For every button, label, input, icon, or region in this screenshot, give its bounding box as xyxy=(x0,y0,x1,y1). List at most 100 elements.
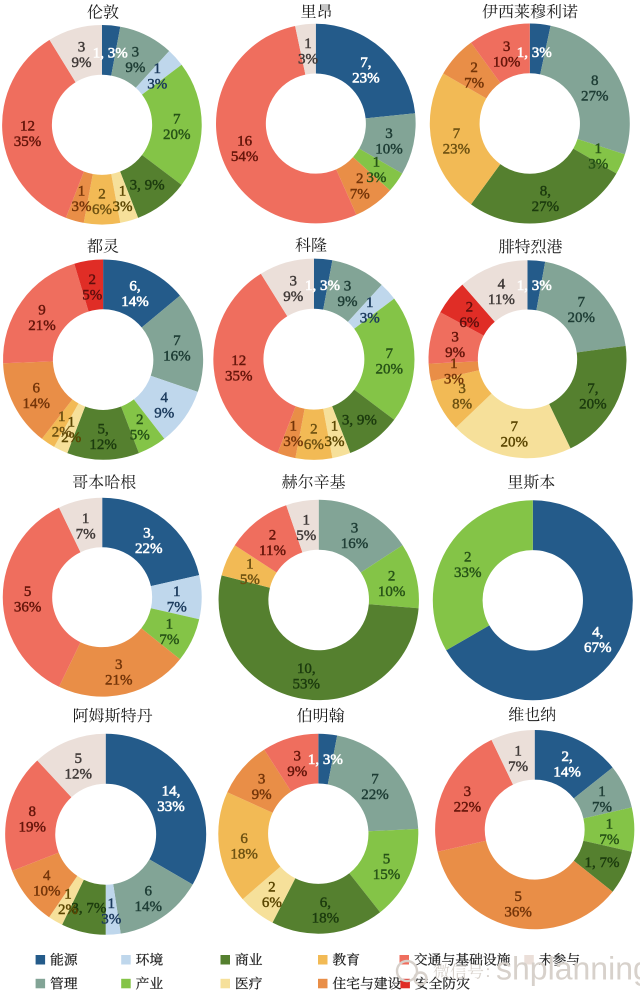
svg-text:3: 3 xyxy=(344,279,352,295)
svg-text:1: 1 xyxy=(67,414,75,430)
svg-text:16: 16 xyxy=(237,134,253,150)
svg-text:1: 1 xyxy=(166,616,174,632)
svg-text:2: 2 xyxy=(269,528,277,544)
svg-text:3: 3 xyxy=(258,771,266,787)
svg-text:3,: 3, xyxy=(143,526,154,542)
svg-text:5%: 5% xyxy=(82,288,102,304)
svg-text:19%: 19% xyxy=(18,820,46,836)
svg-text:18%: 18% xyxy=(312,911,340,927)
svg-text:2: 2 xyxy=(464,550,472,566)
svg-text:1: 1 xyxy=(290,419,298,435)
svg-text:6: 6 xyxy=(144,883,152,899)
svg-text:7%: 7% xyxy=(464,76,484,92)
svg-text:5,: 5, xyxy=(97,422,108,438)
svg-text:3: 3 xyxy=(458,381,466,397)
svg-text:3, 7%: 3, 7% xyxy=(71,901,106,917)
svg-text:1: 1 xyxy=(108,896,116,912)
svg-text:1: 1 xyxy=(304,36,312,52)
svg-text:12%: 12% xyxy=(64,766,92,782)
svg-text:9%: 9% xyxy=(338,294,358,310)
svg-text:1: 1 xyxy=(598,784,606,800)
svg-text:6%: 6% xyxy=(459,315,479,331)
svg-text:9%: 9% xyxy=(252,787,272,803)
svg-text:33%: 33% xyxy=(157,799,185,815)
svg-text:2,: 2, xyxy=(561,749,572,765)
svg-text:5: 5 xyxy=(383,852,391,868)
svg-text:12: 12 xyxy=(231,353,246,369)
svg-text:3%: 3% xyxy=(72,199,92,215)
svg-text:2: 2 xyxy=(98,186,106,202)
svg-text:9%: 9% xyxy=(445,345,465,361)
svg-text:9%: 9% xyxy=(154,406,174,422)
svg-text:6,: 6, xyxy=(320,895,331,911)
svg-text:1: 1 xyxy=(119,184,127,200)
svg-text:14%: 14% xyxy=(23,396,51,412)
svg-text:12%: 12% xyxy=(89,437,117,453)
svg-text:21%: 21% xyxy=(28,318,56,334)
svg-text:53%: 53% xyxy=(293,676,321,692)
svg-text:11%: 11% xyxy=(488,292,515,308)
svg-text:1: 1 xyxy=(173,584,181,600)
svg-text:2: 2 xyxy=(356,171,364,187)
svg-text:3: 3 xyxy=(451,330,459,346)
svg-text:3: 3 xyxy=(385,126,393,142)
svg-text:35%: 35% xyxy=(14,134,42,150)
svg-text:1: 1 xyxy=(366,295,374,311)
svg-text:5: 5 xyxy=(514,889,522,905)
svg-text:8%: 8% xyxy=(452,397,472,413)
svg-text:3%: 3% xyxy=(283,434,303,450)
svg-text:7,: 7, xyxy=(587,381,598,397)
svg-text:3%: 3% xyxy=(113,199,133,215)
svg-text:27%: 27% xyxy=(532,199,560,215)
svg-text:6%: 6% xyxy=(262,895,282,911)
svg-text:8: 8 xyxy=(28,804,36,820)
svg-text:20%: 20% xyxy=(579,397,607,413)
svg-text:10%: 10% xyxy=(493,55,521,71)
svg-text:1: 1 xyxy=(303,513,311,529)
svg-text:1: 1 xyxy=(373,154,381,170)
svg-text:8,: 8, xyxy=(540,184,551,200)
svg-text:15%: 15% xyxy=(373,867,401,883)
svg-text:22%: 22% xyxy=(454,800,482,816)
svg-text:7%: 7% xyxy=(599,832,619,848)
svg-text:33%: 33% xyxy=(454,565,482,581)
svg-text:3: 3 xyxy=(115,657,123,673)
svg-text:3, 9%: 3, 9% xyxy=(342,412,377,428)
svg-text:3: 3 xyxy=(293,749,301,765)
svg-text:7%: 7% xyxy=(167,600,187,616)
svg-text:16%: 16% xyxy=(163,348,191,364)
svg-text:20%: 20% xyxy=(163,127,191,143)
svg-text:2%: 2% xyxy=(61,430,81,446)
svg-text:7%: 7% xyxy=(76,527,96,543)
svg-text:1: 1 xyxy=(64,886,72,902)
svg-text:7,: 7, xyxy=(360,55,371,71)
svg-text:20%: 20% xyxy=(500,435,528,451)
svg-text:3%: 3% xyxy=(101,912,121,928)
svg-text:36%: 36% xyxy=(504,905,532,921)
svg-text:1: 1 xyxy=(514,744,522,760)
svg-text:1, 3%: 1, 3% xyxy=(93,45,128,61)
svg-text:7%: 7% xyxy=(508,759,528,775)
svg-text:9: 9 xyxy=(38,303,46,319)
svg-text:67%: 67% xyxy=(584,640,612,656)
svg-text:4: 4 xyxy=(160,390,168,406)
svg-text:2: 2 xyxy=(388,568,396,584)
svg-text:9%: 9% xyxy=(125,60,145,76)
svg-text:3: 3 xyxy=(290,273,298,289)
svg-text:5: 5 xyxy=(74,751,82,767)
svg-text:1, 3%: 1, 3% xyxy=(308,752,343,768)
svg-text:7: 7 xyxy=(386,346,394,362)
svg-text:18%: 18% xyxy=(230,847,258,863)
svg-text:1: 1 xyxy=(606,816,614,832)
svg-text:27%: 27% xyxy=(581,88,609,104)
svg-text:6%: 6% xyxy=(304,437,324,453)
svg-text:14%: 14% xyxy=(553,765,581,781)
svg-text:20%: 20% xyxy=(376,362,404,378)
svg-text:1: 1 xyxy=(78,184,86,200)
svg-text:54%: 54% xyxy=(231,149,259,165)
svg-text:3%: 3% xyxy=(325,434,345,450)
svg-text:1: 1 xyxy=(82,511,90,527)
svg-text:10,: 10, xyxy=(297,661,316,677)
svg-text:10%: 10% xyxy=(33,884,61,900)
svg-text:7%: 7% xyxy=(350,187,370,203)
